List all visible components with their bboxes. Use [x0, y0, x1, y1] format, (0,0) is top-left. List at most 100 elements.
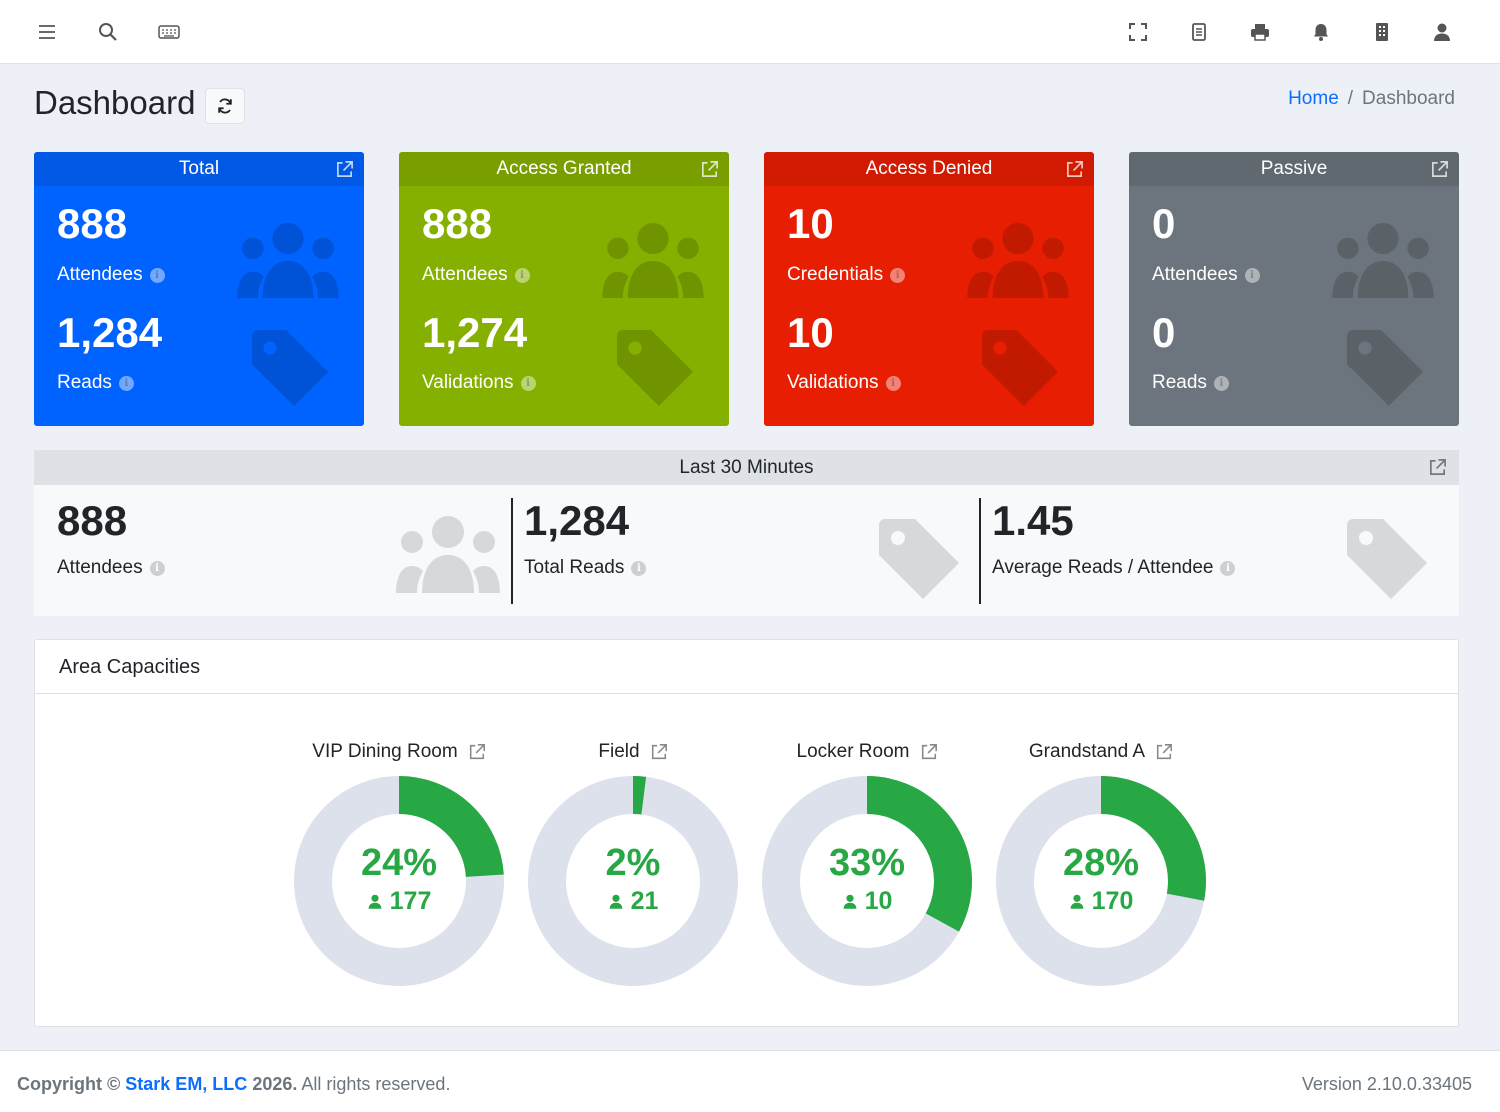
keyboard-icon[interactable]: [155, 18, 183, 46]
bell-icon[interactable]: [1307, 18, 1335, 46]
external-link-icon[interactable]: [650, 743, 668, 761]
info-icon[interactable]: i: [118, 375, 134, 391]
area-percent: 28%: [1062, 842, 1140, 884]
donut-fill: [996, 776, 1206, 986]
copyright-year: 2026.: [252, 1074, 298, 1094]
stat-card-total: Total 888 Attendees i 1,284 Reads i: [34, 152, 364, 426]
info-icon[interactable]: i: [885, 375, 901, 391]
info-icon[interactable]: i: [890, 267, 906, 283]
version-text: Version 2.10.0.33405: [1301, 1074, 1472, 1094]
external-link-icon[interactable]: [1155, 743, 1173, 761]
company-link[interactable]: Stark EM, LLC: [125, 1074, 248, 1094]
external-link-icon[interactable]: [920, 743, 938, 761]
stat-card-access-granted: Access Granted 888 Attendees i 1,274 Vali…: [399, 152, 729, 426]
external-link-icon[interactable]: [468, 743, 486, 761]
stat-card-header: Access Denied: [764, 152, 1094, 186]
last30-total-reads-label: Total Reads: [524, 557, 625, 578]
stat-card-label-primary: Attendees: [57, 264, 143, 285]
last-30-minutes-header: Last 30 Minutes: [34, 450, 1459, 485]
stat-card-title: Passive: [1260, 158, 1328, 179]
area-count-row: 177: [294, 887, 504, 916]
info-icon[interactable]: i: [520, 375, 536, 391]
info-icon[interactable]: i: [1213, 375, 1229, 391]
last30-average-reads-value: 1.45: [992, 497, 1074, 544]
stat-divider: [979, 498, 981, 604]
stat-card-header: Access Granted: [399, 152, 729, 186]
users-icon: [1332, 222, 1434, 298]
search-icon[interactable]: [94, 18, 122, 46]
tag-icon: [879, 519, 959, 599]
stat-card-label-secondary: Validations: [787, 372, 879, 393]
stat-card-title: Total: [178, 158, 220, 179]
area-gauge[interactable]: Field 2% 21: [528, 738, 738, 986]
breadcrumb-home-link[interactable]: Home: [1288, 88, 1339, 109]
stat-card-value-secondary: 1,284: [57, 309, 163, 356]
area-gauge-title: Field: [528, 738, 738, 766]
area-donut: [996, 776, 1206, 986]
person-icon: [1070, 894, 1084, 909]
stat-card-value-secondary: 10: [787, 309, 834, 356]
tag-icon: [1347, 519, 1427, 599]
copyright-prefix: Copyright ©: [17, 1074, 121, 1094]
info-icon[interactable]: i: [514, 267, 530, 283]
last30-attendees-stat: 888 Attendees i: [34, 485, 512, 616]
building-icon[interactable]: [1368, 18, 1396, 46]
stat-card-header: Passive: [1129, 152, 1459, 186]
external-link-icon[interactable]: [1430, 160, 1449, 179]
stat-card-label-secondary: Reads: [57, 372, 112, 393]
info-icon[interactable]: i: [1244, 267, 1260, 283]
users-icon: [396, 516, 500, 593]
area-count-row: 10: [762, 887, 972, 916]
last-30-minutes-panel: Last 30 Minutes 888 Attendees i 1,284 Tot…: [34, 450, 1459, 616]
area-donut: [294, 776, 504, 986]
menu-icon[interactable]: [33, 18, 61, 46]
stat-divider: [511, 498, 513, 604]
area-count: 170: [1091, 887, 1134, 915]
refresh-button[interactable]: [205, 88, 245, 124]
refresh-icon: [218, 98, 232, 114]
area-count: 177: [389, 887, 432, 915]
fullscreen-icon[interactable]: [1124, 18, 1152, 46]
stat-card-label-row: Validations i: [422, 372, 536, 394]
area-gauge[interactable]: Grandstand A 28% 170: [996, 738, 1206, 986]
area-capacities-panel: Area Capacities VIP Dining Room 24% 177 …: [34, 639, 1459, 1027]
external-link-icon[interactable]: [335, 160, 354, 179]
area-count: 21: [630, 887, 659, 915]
info-icon[interactable]: i: [631, 560, 647, 576]
footer: Copyright © Stark EM, LLC 2026. All righ…: [0, 1050, 1500, 1112]
person-icon: [609, 894, 622, 909]
print-icon[interactable]: [1246, 18, 1274, 46]
stat-card-label-row: Attendees i: [422, 264, 530, 286]
external-link-icon[interactable]: [700, 160, 719, 179]
area-percent: 2%: [605, 842, 661, 884]
breadcrumb-current: Dashboard: [1362, 88, 1455, 109]
area-gauge-title: Locker Room: [762, 738, 972, 766]
area-count: 10: [864, 887, 893, 915]
last30-total-reads-value: 1,284: [524, 497, 630, 544]
copyright-text: Copyright © Stark EM, LLC 2026. All righ…: [17, 1074, 450, 1095]
stat-card-header: Total: [34, 152, 364, 186]
tag-icon: [982, 330, 1058, 406]
document-icon[interactable]: [1185, 18, 1213, 46]
area-gauge[interactable]: Locker Room 33% 10: [762, 738, 972, 986]
users-icon: [602, 222, 704, 298]
last30-total-reads-label-row: Total Reads i: [524, 557, 647, 579]
user-icon[interactable]: [1428, 18, 1456, 46]
info-icon[interactable]: i: [149, 560, 165, 576]
last30-attendees-value: 888: [57, 497, 128, 544]
users-icon: [237, 222, 339, 298]
external-link-icon[interactable]: [1065, 160, 1084, 179]
area-gauge[interactable]: VIP Dining Room 24% 177: [294, 738, 504, 986]
area-name: Locker Room: [796, 741, 910, 762]
area-name: Field: [598, 741, 640, 762]
area-percent: 24%: [360, 842, 438, 884]
info-icon[interactable]: i: [1220, 560, 1236, 576]
stat-card-value-primary: 10: [787, 200, 834, 247]
external-link-icon[interactable]: [1428, 458, 1447, 477]
stat-card-label-row: Reads i: [1152, 372, 1229, 394]
tag-icon: [252, 330, 328, 406]
area-capacities-title: Area Capacities: [35, 640, 1458, 694]
stat-card-label-primary: Credentials: [787, 264, 884, 285]
stat-card-label-row: Validations i: [787, 372, 901, 394]
info-icon[interactable]: i: [149, 267, 165, 283]
